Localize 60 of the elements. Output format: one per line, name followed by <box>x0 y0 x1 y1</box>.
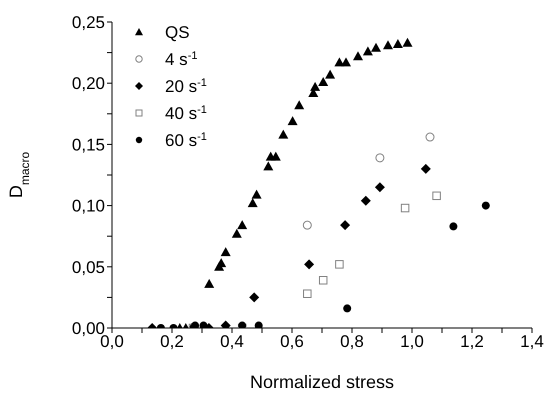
x-tick-label: 1,2 <box>460 332 484 352</box>
y-tick-label: 0,10 <box>72 196 105 216</box>
x-tick-label: 0,4 <box>220 332 244 352</box>
x-tick-label: 0,6 <box>280 332 304 352</box>
point <box>374 182 385 192</box>
point <box>270 152 281 161</box>
x-tick-label: 1,4 <box>520 332 544 352</box>
point <box>249 292 260 302</box>
point <box>248 198 258 208</box>
point <box>343 304 352 312</box>
point <box>432 192 441 200</box>
point <box>310 82 320 91</box>
point <box>318 276 328 285</box>
point <box>402 38 412 47</box>
y-tick-label: 0,05 <box>72 258 105 277</box>
point <box>294 100 304 110</box>
point <box>353 51 363 60</box>
legend-label: 4 s$^{-1}$ <box>165 50 198 69</box>
point <box>335 260 344 269</box>
x-tick-label: 0,8 <box>340 332 364 352</box>
point <box>375 153 384 162</box>
point <box>204 278 214 288</box>
point <box>191 322 200 328</box>
point <box>216 258 226 268</box>
point <box>200 322 208 328</box>
x-tick-label: 1,0 <box>400 332 424 352</box>
point <box>371 42 381 52</box>
point <box>360 196 371 206</box>
point <box>303 289 312 298</box>
point <box>383 40 393 50</box>
legend-label: 60 s$^{-1}$ <box>165 131 207 150</box>
y-tick-label: 0,15 <box>72 135 105 154</box>
point <box>252 190 262 199</box>
legend-label: QS <box>165 23 190 42</box>
point <box>237 220 248 230</box>
y-tick-label: 0,25 <box>72 13 105 32</box>
point <box>392 39 403 48</box>
point <box>288 116 298 126</box>
point <box>449 222 458 230</box>
point <box>254 322 263 328</box>
legend-label: 20 s$^{-1}$ <box>165 77 207 96</box>
point <box>278 130 288 139</box>
point <box>232 228 242 238</box>
y-tick-label: 0,20 <box>72 74 105 94</box>
point <box>220 247 231 256</box>
x-axis-title: Normalized stress <box>250 372 394 392</box>
point <box>426 132 434 142</box>
point <box>340 220 350 230</box>
point <box>325 70 336 79</box>
point <box>420 164 431 174</box>
point <box>341 57 351 66</box>
point <box>482 202 490 210</box>
point <box>400 204 410 212</box>
point <box>362 46 373 56</box>
point <box>304 259 314 270</box>
legend-label: 40 s$^{-1}$ <box>165 104 207 123</box>
point <box>263 161 274 170</box>
x-tick-label: 0,2 <box>160 332 184 352</box>
point <box>302 220 312 230</box>
point <box>318 76 328 86</box>
